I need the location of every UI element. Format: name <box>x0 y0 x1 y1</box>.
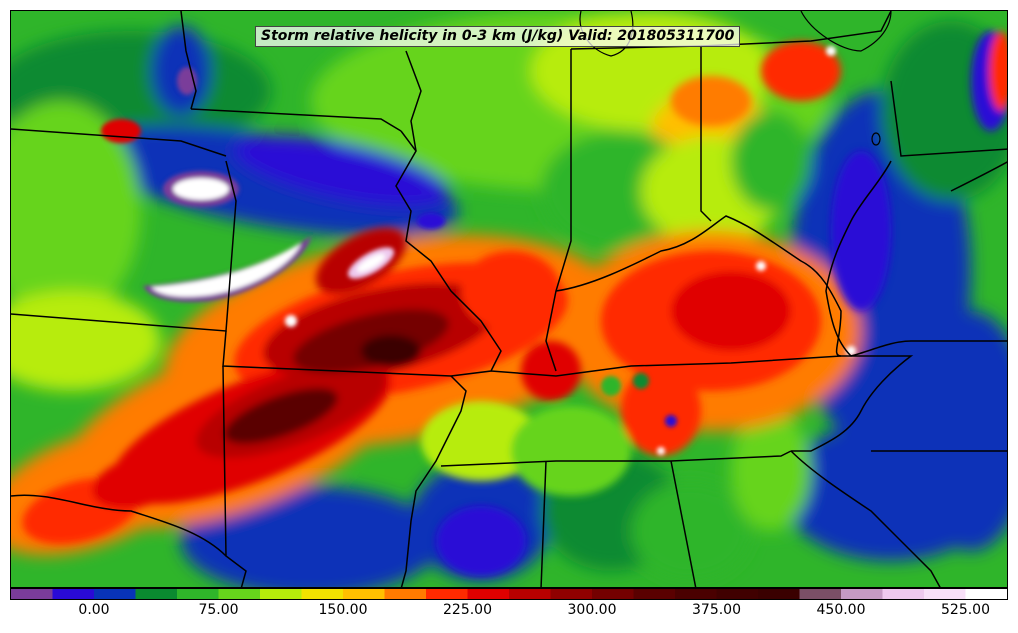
colorbar-swatch <box>135 589 178 599</box>
colorbar-swatch <box>467 589 510 599</box>
helicity-map <box>11 11 1007 587</box>
map-panel: Storm relative helicity in 0-3 km (J/kg)… <box>10 10 1008 588</box>
colorbar-swatch <box>426 589 468 599</box>
colorbar-swatch <box>52 589 95 599</box>
colorbar-tick-label: 450.00 <box>816 602 866 618</box>
colorbar-swatch <box>260 589 302 599</box>
colorbar-swatch <box>509 589 551 599</box>
colorbar-tick-label: 75.00 <box>198 602 239 618</box>
colorbar-swatch <box>94 589 136 599</box>
colorbar-swatch <box>177 589 219 599</box>
colorbar-swatch <box>841 589 883 599</box>
colorbar-swatch <box>716 589 759 599</box>
colorbar-swatch <box>592 589 634 599</box>
colorbar-tick-label: 375.00 <box>692 602 741 618</box>
colorbar-tick-label: 525.00 <box>941 602 990 618</box>
colorbar-swatch <box>218 589 261 599</box>
colorbar-swatch <box>924 589 966 599</box>
colorbar-swatch <box>758 589 800 599</box>
colorbar-swatch <box>301 589 344 599</box>
helicity-field-fine <box>101 46 856 455</box>
colorbar-swatch <box>633 589 676 599</box>
colorbar-swatch <box>675 589 717 599</box>
colorbar-swatches <box>11 589 1007 599</box>
colorbar <box>10 588 1008 600</box>
colorbar-tick-label: 225.00 <box>443 602 492 618</box>
colorbar-swatch <box>965 589 1007 599</box>
colorbar-swatch <box>882 589 925 599</box>
colorbar-tick-labels: 0.00 75.00 150.00 225.00 300.00 375.00 450.00 5… <box>10 602 1008 624</box>
helicity-field-core <box>22 31 1007 576</box>
colorbar-swatch <box>11 589 53 599</box>
map-title: Storm relative helicity in 0-3 km (J/kg)… <box>255 26 741 47</box>
colorbar-swatch <box>384 589 427 599</box>
state-borders <box>11 11 1007 587</box>
colorbar-tick-label: 0.00 <box>78 602 110 618</box>
colorbar-swatch <box>550 589 593 599</box>
colorbar-tick-label: 300.00 <box>567 602 617 618</box>
colorbar-swatch <box>343 589 385 599</box>
colorbar-swatch <box>799 589 842 599</box>
colorbar-tick-label: 150.00 <box>318 602 368 618</box>
